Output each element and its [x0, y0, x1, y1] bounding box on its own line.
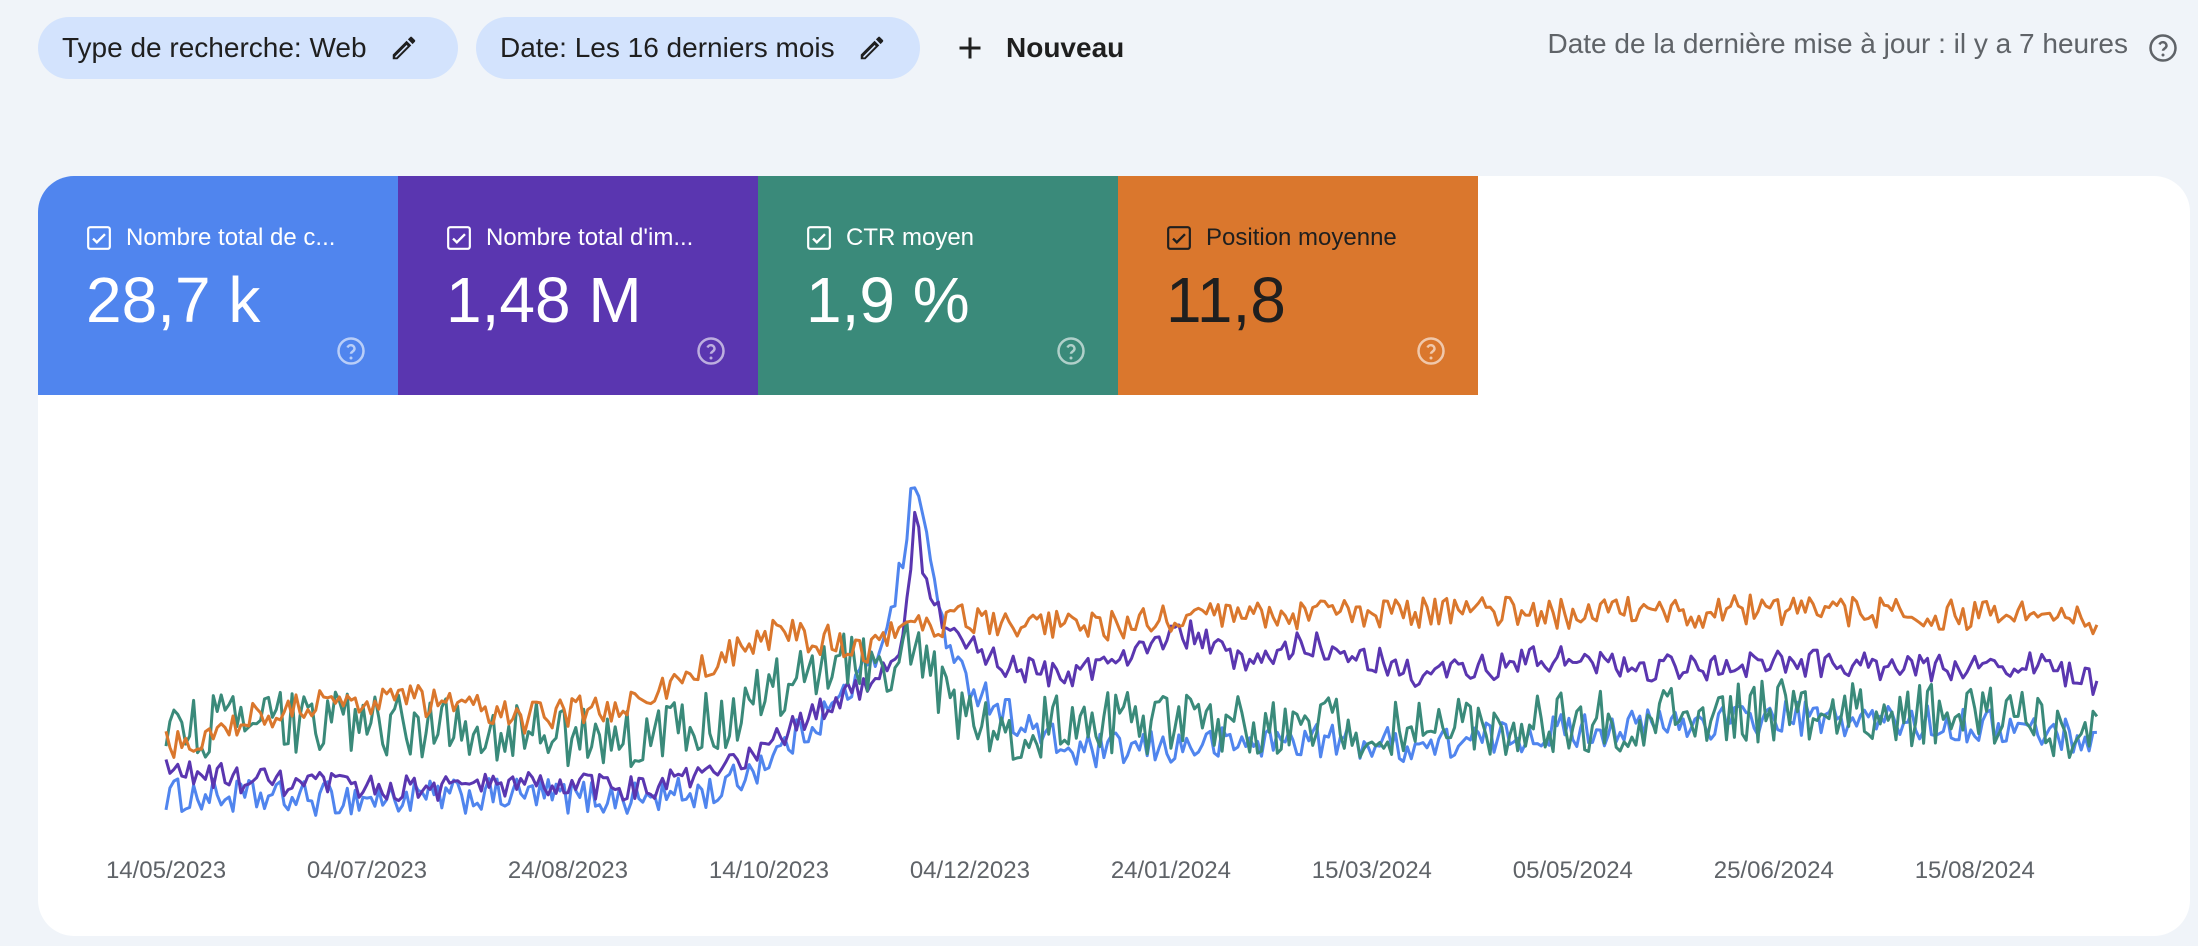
x-axis-tick-label: 24/08/2023 [508, 857, 628, 884]
help-circle-icon[interactable] [1416, 336, 1446, 366]
plus-icon [952, 30, 988, 66]
metric-label: Position moyenne [1206, 224, 1397, 251]
metric-card-position[interactable]: Position moyenne 11,8 [1118, 176, 1478, 395]
x-axis-tick-label: 04/12/2023 [910, 857, 1030, 884]
metric-value: 28,7 k [86, 264, 261, 336]
checkbox-checked-icon[interactable] [806, 225, 832, 251]
search-type-filter-label: Type de recherche: Web [62, 32, 367, 63]
x-axis-tick-label: 24/01/2024 [1111, 857, 1231, 884]
pencil-icon[interactable] [389, 33, 419, 63]
metric-label: Nombre total de c... [126, 224, 336, 251]
help-circle-icon[interactable] [336, 336, 366, 366]
x-axis-tick-label: 14/10/2023 [709, 857, 829, 884]
metric-label: Nombre total d'im... [486, 224, 694, 251]
metric-value: 1,48 M [446, 264, 642, 336]
x-axis-tick-label: 14/05/2023 [106, 857, 226, 884]
series-line[interactable] [164, 510, 2099, 803]
metric-card-ctr[interactable]: CTR moyen 1,9 % [758, 176, 1118, 395]
pencil-icon[interactable] [857, 33, 887, 63]
series-line[interactable] [164, 620, 2099, 768]
x-axis-tick-label: 15/08/2024 [1915, 857, 2035, 884]
last-update-text: Date de la dernière mise à jour : il y a… [1547, 28, 2128, 59]
date-filter-chip[interactable]: Date: Les 16 derniers mois [476, 17, 920, 79]
metric-label: CTR moyen [846, 224, 975, 251]
metric-value: 1,9 % [806, 264, 970, 336]
date-filter-label: Date: Les 16 derniers mois [500, 32, 835, 63]
new-filter-button[interactable]: Nouveau [952, 17, 1124, 79]
performance-line-chart[interactable]: 14/05/2023 04/07/2023 24/08/2023 14/10/2023… [38, 176, 2190, 936]
checkbox-checked-icon[interactable] [1166, 225, 1192, 251]
x-axis-tick-label: 25/06/2024 [1714, 857, 1834, 884]
search-type-filter-chip[interactable]: Type de recherche: Web [38, 17, 458, 79]
series-line[interactable] [164, 486, 2097, 817]
metric-value: 11,8 [1166, 264, 1286, 336]
series-line[interactable] [164, 593, 2099, 759]
checkbox-checked-icon[interactable] [86, 225, 112, 251]
x-axis-tick-label: 04/07/2023 [307, 857, 427, 884]
performance-panel: Nombre total de c... 28,7 k Nombre total… [38, 176, 2190, 936]
x-axis-tick-label: 15/03/2024 [1312, 857, 1432, 884]
new-filter-label: Nouveau [1006, 32, 1125, 63]
help-circle-icon[interactable] [1056, 336, 1086, 366]
metric-card-clicks[interactable]: Nombre total de c... 28,7 k [38, 176, 398, 395]
filter-bar: Type de recherche: Web Date: Les 16 dern… [0, 0, 2198, 100]
checkbox-checked-icon[interactable] [446, 225, 472, 251]
x-axis-tick-label: 05/05/2024 [1513, 857, 1633, 884]
help-circle-icon[interactable] [696, 336, 726, 366]
metric-card-impressions[interactable]: Nombre total d'im... 1,48 M [398, 176, 758, 395]
help-circle-icon[interactable] [2148, 33, 2178, 63]
